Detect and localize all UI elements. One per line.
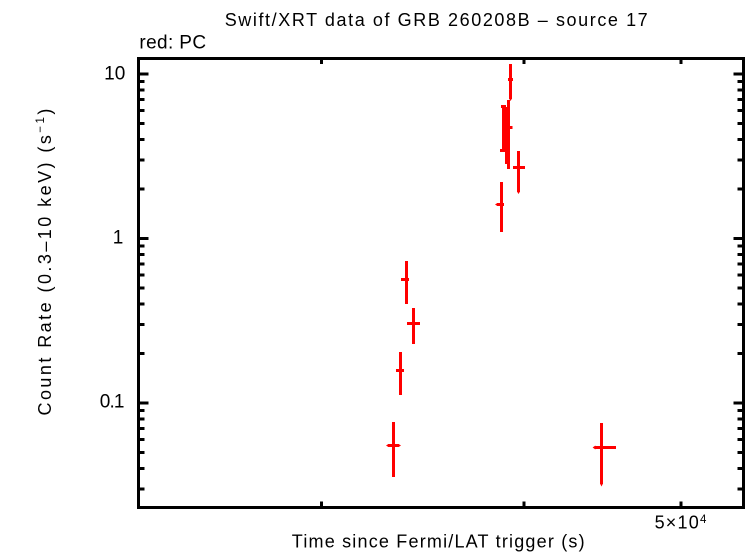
svg-text:1: 1 bbox=[113, 228, 124, 249]
svg-text:10: 10 bbox=[104, 64, 125, 85]
svg-text:red: PC: red: PC bbox=[139, 32, 206, 53]
svg-text:Time since Fermi/LAT trigger (: Time since Fermi/LAT trigger (s) bbox=[292, 532, 585, 552]
svg-text:5×104: 5×104 bbox=[655, 513, 708, 533]
svg-text:0.1: 0.1 bbox=[100, 392, 124, 413]
svg-text:Count Rate (0.3–10 keV) (s−1): Count Rate (0.3–10 keV) (s−1) bbox=[35, 106, 55, 415]
svg-text:Swift/XRT data of GRB 260208B: Swift/XRT data of GRB 260208B – source 1… bbox=[225, 10, 648, 30]
